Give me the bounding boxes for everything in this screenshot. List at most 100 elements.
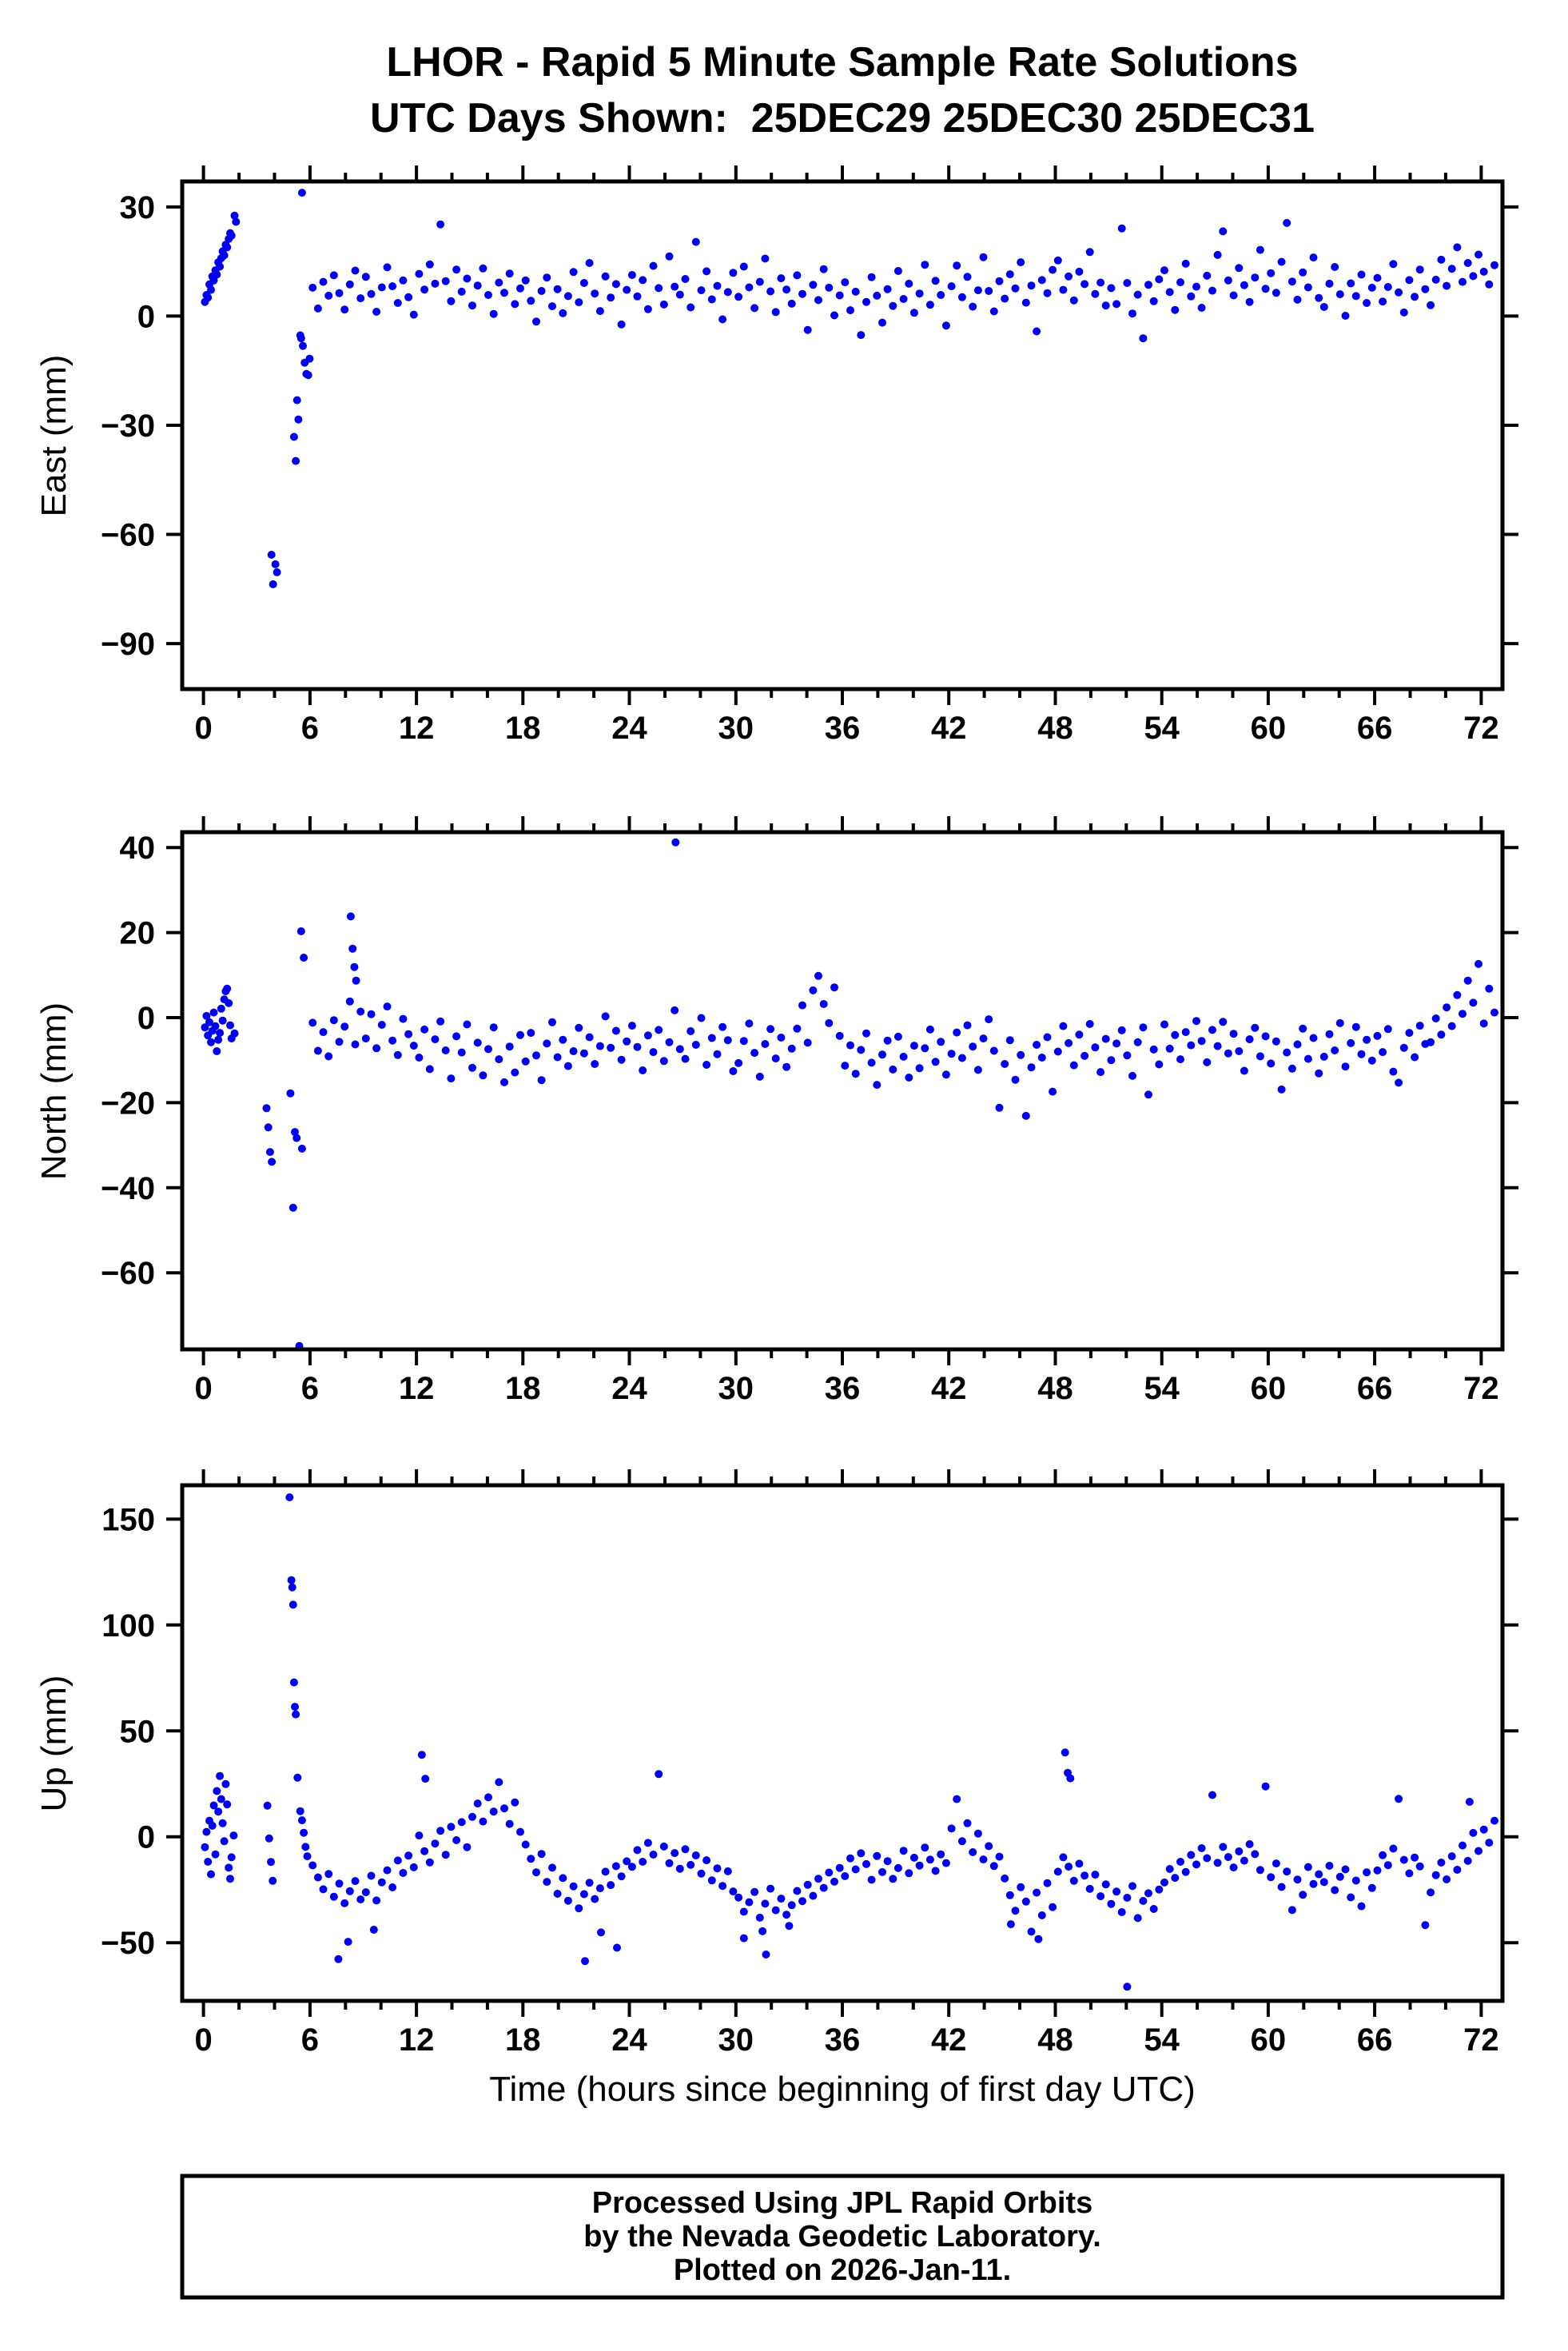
data-point	[835, 291, 844, 300]
data-point	[1405, 1869, 1414, 1878]
data-point	[639, 1066, 647, 1074]
data-point	[1357, 270, 1366, 279]
data-point	[1287, 1064, 1296, 1073]
data-point	[591, 1895, 599, 1903]
data-point	[463, 1843, 472, 1851]
data-point	[463, 1020, 472, 1029]
data-point	[649, 1851, 658, 1859]
data-point	[1331, 1046, 1339, 1054]
data-point	[1160, 1020, 1168, 1029]
data-point	[681, 275, 690, 283]
data-point	[1107, 284, 1116, 293]
panel-north: 0 6 12 18 24 30 36 42 48 54 60 66 72 −60 −40 −20 0 20 40	[101, 816, 1518, 1406]
x-tick-label: 18	[505, 2022, 541, 2058]
data-point	[937, 1850, 945, 1859]
data-point	[1379, 297, 1387, 306]
data-point	[639, 276, 647, 285]
data-point	[1283, 1867, 1291, 1876]
data-point	[787, 1044, 796, 1053]
data-point	[1347, 1893, 1355, 1902]
data-point	[1335, 1872, 1344, 1881]
x-tick-label: 42	[931, 711, 967, 746]
data-point	[1267, 269, 1275, 277]
data-point	[713, 1864, 722, 1873]
data-point	[447, 1074, 456, 1083]
data-point	[633, 1042, 642, 1051]
data-point	[601, 1012, 610, 1021]
data-point	[579, 1049, 588, 1058]
data-point	[511, 1068, 519, 1077]
x-tick-label: 6	[301, 711, 319, 746]
data-point	[516, 1827, 524, 1836]
data-point	[953, 1028, 961, 1037]
data-point	[489, 1807, 498, 1816]
data-point	[1463, 259, 1472, 267]
data-point	[846, 1854, 854, 1863]
data-point	[1011, 284, 1020, 293]
data-point	[500, 1078, 508, 1086]
data-point	[286, 1089, 295, 1098]
data-point	[1443, 1875, 1451, 1883]
data-point	[1431, 1014, 1440, 1022]
data-point	[1139, 1897, 1148, 1905]
data-point	[1128, 1882, 1136, 1891]
data-point	[207, 1870, 215, 1879]
data-point	[873, 1081, 882, 1090]
data-point	[1027, 1927, 1036, 1936]
data-point	[755, 1913, 764, 1922]
y-tick-label: 150	[101, 1502, 155, 1537]
data-point	[905, 279, 913, 288]
data-point	[527, 1029, 535, 1038]
data-point	[1347, 279, 1355, 288]
data-point	[1240, 281, 1248, 289]
data-point	[985, 1842, 993, 1851]
data-point	[671, 282, 679, 291]
x-tick-label: 6	[301, 1371, 319, 1406]
data-point	[1331, 263, 1339, 271]
data-point	[883, 1036, 892, 1045]
data-point	[1197, 1844, 1206, 1852]
data-point	[889, 1065, 897, 1074]
data-point	[713, 1050, 722, 1058]
data-point	[941, 321, 950, 330]
data-point	[1080, 280, 1089, 289]
data-point	[346, 912, 355, 921]
data-point	[675, 1045, 684, 1054]
data-point	[1395, 288, 1403, 297]
data-point	[825, 1868, 834, 1877]
data-point	[771, 1054, 780, 1063]
data-point	[1213, 1042, 1222, 1050]
data-point	[1144, 1090, 1152, 1099]
data-point	[649, 1048, 658, 1057]
data-point	[809, 281, 818, 289]
data-point	[1463, 976, 1472, 985]
data-point	[377, 1021, 386, 1029]
data-point	[1155, 275, 1164, 284]
x-tick-label: 54	[1144, 1371, 1180, 1406]
y-tick-label: −30	[101, 408, 155, 444]
data-point	[399, 1869, 408, 1877]
data-point	[1277, 257, 1286, 266]
data-point	[745, 283, 754, 292]
data-point	[702, 267, 711, 276]
data-point	[1117, 1908, 1126, 1916]
y-tick-label: 0	[137, 1001, 155, 1036]
data-point	[798, 1001, 806, 1010]
data-point	[1443, 281, 1451, 290]
data-point	[1256, 1052, 1264, 1061]
data-point	[350, 962, 359, 971]
data-point	[1091, 289, 1100, 298]
data-point	[713, 281, 722, 290]
x-tick-label: 36	[825, 711, 861, 746]
data-point	[1474, 250, 1482, 259]
data-point	[1091, 1871, 1100, 1879]
data-point	[1443, 1003, 1451, 1012]
data-point	[1319, 1052, 1328, 1061]
data-point	[292, 1710, 300, 1719]
figure-subtitle: UTC Days Shown: 25DEC29 25DEC30 25DEC31	[370, 95, 1315, 141]
data-point	[617, 1872, 626, 1881]
data-point	[1367, 1883, 1376, 1892]
data-point	[953, 1795, 961, 1803]
data-point	[623, 285, 631, 294]
data-point	[1128, 309, 1136, 318]
